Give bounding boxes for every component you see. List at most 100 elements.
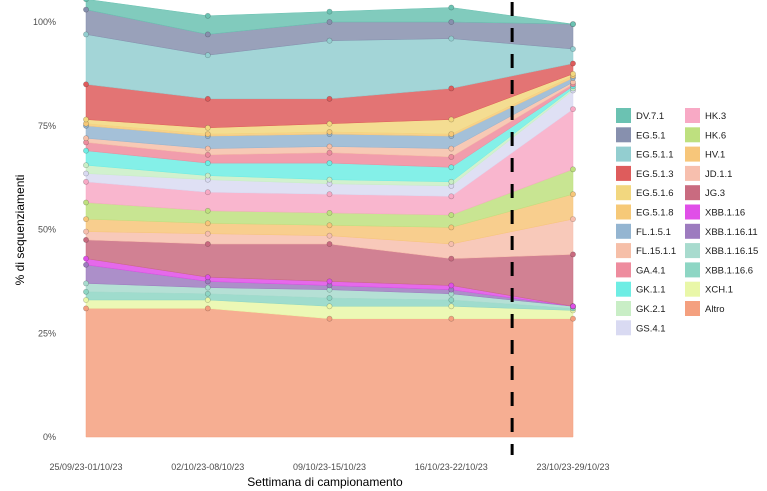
point-xbb-1-16-15-1	[204, 284, 211, 291]
legend-label-ga-4-1: GA.4.1	[636, 265, 666, 276]
point-hv-1-3	[448, 224, 455, 231]
point-jg-3-4	[570, 251, 576, 258]
point-hk-3-3	[448, 193, 455, 200]
legend-label-gs-4-1: GS.4.1	[636, 323, 666, 334]
legend-swatch-hv-1	[685, 146, 700, 162]
point-eg-5-1-3-3	[448, 85, 455, 92]
point-altro-2	[326, 315, 333, 322]
legend-label-eg-5-1-1: EG.5.1.1	[636, 150, 674, 161]
point-jg-3-2	[326, 241, 333, 247]
legend-label-xbb-1-16-11: XBB.1.16.11	[705, 227, 758, 238]
point-eg-5-1-3-4	[570, 60, 576, 67]
legend-swatch-xbb-1-16-11	[685, 223, 700, 239]
point-xbb-1-16-3	[448, 282, 455, 289]
legend-label-xbb-1-16-6: XBB.1.16.6	[705, 265, 753, 276]
x-tick-label: 25/09/23-01/10/23	[49, 462, 122, 472]
legend-swatch-ga-4-1	[616, 262, 631, 278]
point-gk-2-1-0	[83, 162, 89, 169]
point-gk-2-1-2	[326, 176, 333, 183]
legend-label-hk-3: HK.3	[705, 111, 726, 122]
legend-swatch-hk-6	[685, 127, 700, 143]
y-tick-label: 0%	[43, 432, 56, 442]
point-eg-5-1-1-0	[83, 31, 89, 38]
point-hk-6-4	[570, 166, 576, 173]
legend-swatch-gk-2-1	[616, 301, 631, 316]
legend-label-xbb-1-16: XBB.1.16	[705, 208, 745, 219]
point-eg-5-1-6-4	[570, 71, 576, 77]
legend-label-dv-7-1: DV.7.1	[636, 111, 664, 122]
point-hk-6-0	[83, 199, 89, 206]
legend: DV.7.1 EG.5.1 EG.5.1.1 EG.5.1.3 EG.5.1.6 EG.5…	[616, 108, 758, 336]
point-jd-1-1-0	[83, 228, 89, 235]
point-xbb-1-16-1	[204, 274, 211, 281]
legend-label-hv-1: HV.1	[705, 150, 725, 161]
legend-label-fl-1-5-1: FL.1.5.1	[636, 227, 671, 238]
x-tick-label: 02/10/23-08/10/23	[171, 462, 244, 472]
point-eg-5-1-6-3	[448, 116, 455, 123]
x-axis-title: Settimana di campionamento	[247, 475, 403, 489]
point-eg-5-1-2	[326, 19, 333, 25]
point-hv-1-4	[570, 191, 576, 198]
point-eg-5-1-3-0	[83, 81, 89, 88]
point-dv-7-1-4	[570, 21, 576, 27]
y-tick-label: 100%	[33, 17, 56, 27]
point-eg-5-1-1-3	[448, 35, 455, 42]
point-dv-7-1-2	[326, 8, 333, 15]
point-xbb-1-16-0	[83, 255, 89, 262]
point-xbb-1-16-6-2	[326, 295, 333, 301]
point-dv-7-1-3	[448, 4, 455, 11]
point-hk-6-3	[448, 212, 455, 218]
legend-swatch-hk-3	[685, 108, 700, 123]
legend-label-jg-3: JG.3	[705, 188, 725, 199]
legend-label-jd-1-1: JD.1.1	[705, 169, 732, 180]
legend-swatch-eg-5-1-3	[616, 165, 631, 181]
point-xbb-1-16-6-1	[204, 290, 211, 297]
point-fl-15-1-1-0	[83, 135, 89, 142]
point-altro-3	[448, 315, 455, 322]
point-eg-5-1-6-1	[204, 124, 211, 131]
point-jg-3-0	[83, 236, 89, 243]
point-dv-7-1-0	[83, 0, 89, 3]
point-fl-15-1-1-2	[326, 143, 333, 150]
point-gs-4-1-0	[83, 170, 89, 177]
legend-label-fl-15-1-1: FL.15.1.1	[636, 246, 676, 257]
point-xbb-1-16-15-0	[83, 280, 89, 287]
legend-swatch-dv-7-1	[616, 108, 631, 123]
legend-swatch-eg-5-1	[616, 127, 631, 143]
legend-label-gk-2-1: GK.2.1	[636, 304, 666, 315]
legend-swatch-gk-1-1	[616, 281, 631, 297]
point-jd-1-1-1	[204, 230, 211, 237]
point-eg-5-1-3-2	[326, 95, 333, 102]
legend-label-xbb-1-16-15: XBB.1.16.15	[705, 246, 758, 257]
data-points-group	[83, 0, 576, 322]
point-hk-3-4	[570, 106, 576, 112]
point-gk-1-1-1	[204, 160, 211, 166]
area-altro	[85, 308, 574, 438]
point-hv-1-0	[83, 216, 89, 222]
point-jd-1-1-3	[448, 241, 455, 247]
point-eg-5-1-6-0	[83, 116, 89, 123]
point-altro-4	[570, 315, 576, 322]
y-axis-ticks: 0% 25% 50% 75% 100%	[33, 17, 56, 442]
point-eg-5-1-8-3	[448, 131, 455, 137]
y-tick-label: 25%	[38, 328, 56, 338]
point-xch-1-1	[204, 297, 211, 303]
point-eg-5-1-1-2	[326, 37, 333, 44]
legend-swatch-xbb-1-16-15	[685, 243, 700, 259]
point-eg-5-1-3	[448, 19, 455, 25]
point-ga-4-1-3	[448, 153, 455, 160]
point-hk-6-2	[326, 209, 333, 216]
point-eg-5-1-8-1	[204, 131, 211, 137]
point-ga-4-1-2	[326, 149, 333, 156]
y-tick-label: 50%	[38, 225, 56, 235]
point-gk-2-1-3	[448, 178, 455, 185]
point-hv-1-2	[326, 222, 333, 229]
point-eg-5-1-0	[83, 6, 89, 13]
legend-swatch-fl-1-5-1	[616, 223, 631, 239]
point-xbb-1-16-11-0	[83, 261, 89, 268]
point-jd-1-1-2	[326, 232, 333, 239]
legend-label-xch-1: XCH.1	[705, 285, 733, 296]
legend-swatch-jg-3	[685, 185, 700, 201]
x-tick-label: 09/10/23-15/10/23	[293, 462, 366, 472]
point-eg-5-1-1	[204, 31, 211, 38]
